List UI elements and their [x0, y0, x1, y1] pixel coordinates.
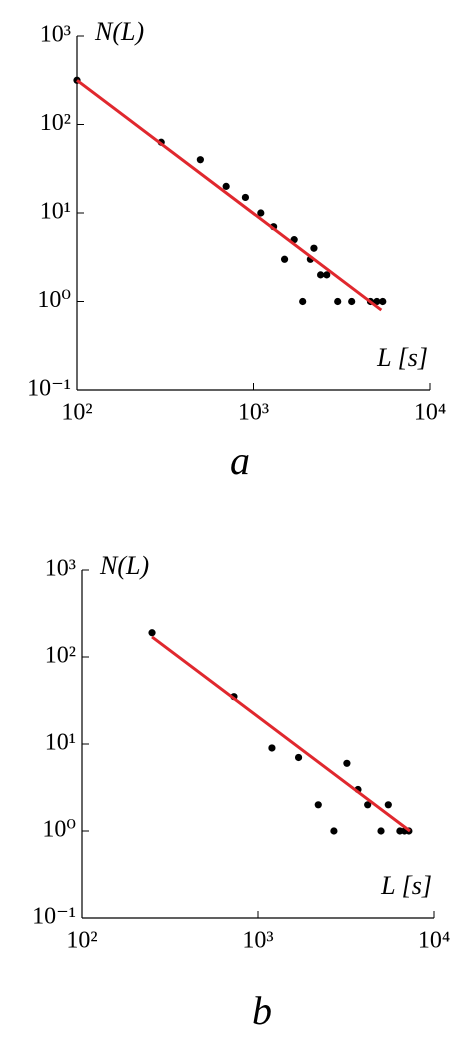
data-point: [280, 255, 289, 263]
data-point: [379, 297, 387, 306]
x-tick-label: 10⁴: [418, 928, 450, 954]
data-point: [241, 193, 250, 202]
y-tick-label: 10¹: [40, 199, 71, 225]
data-point: [343, 759, 351, 767]
y-tick-label: 10⁰: [42, 817, 76, 843]
data-point: [373, 297, 381, 306]
fit-line: [76, 79, 383, 312]
data-point: [317, 271, 325, 279]
panel-label: a: [230, 438, 250, 483]
y-tick-label: 10²: [45, 643, 76, 669]
data-point: [323, 271, 331, 279]
data-point: [377, 827, 385, 835]
y-tick-label: 10⁰: [37, 287, 71, 313]
x-tick-label: 10⁴: [414, 400, 446, 426]
data-point: [348, 297, 356, 306]
data-point: [196, 156, 204, 164]
data-point: [310, 244, 318, 252]
x-tick-label: 10²: [66, 928, 97, 954]
x-axis-title: L [s]: [376, 343, 428, 372]
data-point: [330, 827, 338, 835]
x-tick-label: 10²: [61, 400, 92, 426]
x-axis-title: L [s]: [380, 871, 432, 900]
y-tick-label: 10³: [40, 22, 71, 48]
data-point: [364, 801, 372, 809]
data-point: [384, 801, 392, 809]
y-tick-label: 10⁻¹: [27, 376, 71, 402]
x-tick-label: 10³: [238, 400, 269, 426]
y-axis-title: N(L): [99, 551, 149, 580]
x-tick-label: 10³: [242, 928, 273, 954]
data-point: [148, 629, 156, 637]
y-tick-label: 10⁻¹: [32, 904, 76, 930]
y-axis-title: N(L): [94, 17, 144, 46]
data-point: [268, 744, 276, 752]
y-tick-label: 10²: [40, 110, 71, 136]
data-point: [334, 297, 342, 306]
data-point: [299, 297, 307, 306]
data-point: [314, 801, 322, 809]
y-tick-label: 10¹: [45, 730, 76, 756]
data-point: [222, 182, 230, 190]
panel-label: b: [252, 988, 272, 1033]
data-point: [294, 753, 303, 762]
y-tick-label: 10³: [45, 556, 76, 582]
data-point: [257, 209, 265, 217]
fit-line: [151, 635, 411, 833]
